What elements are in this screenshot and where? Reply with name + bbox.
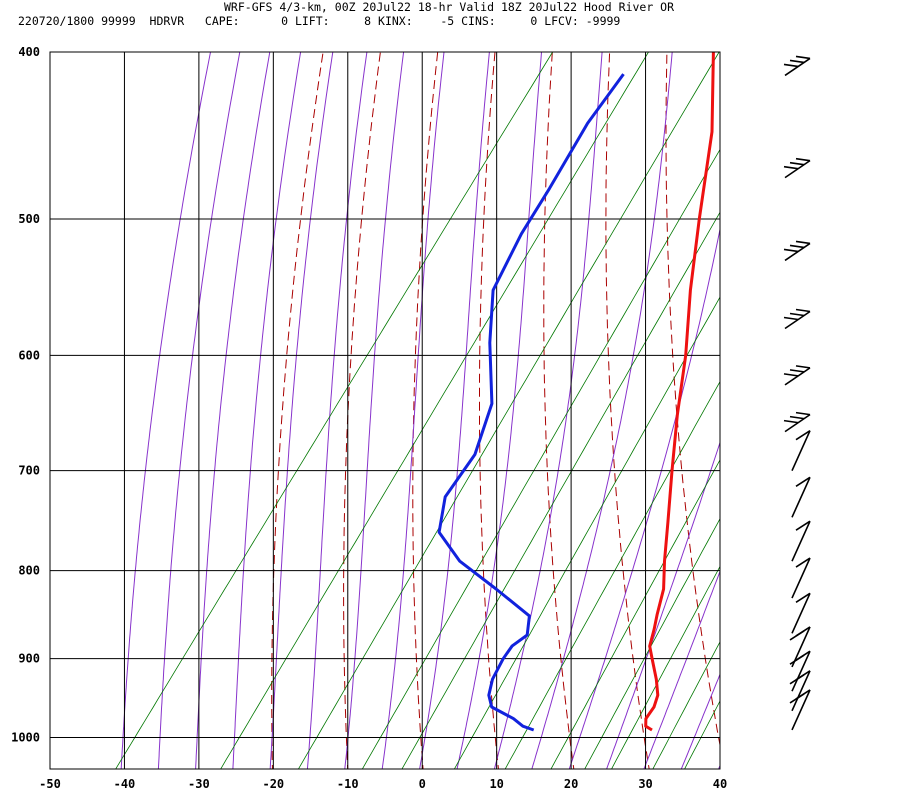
dry-adiabat <box>837 14 900 774</box>
plot-frame <box>49 51 721 770</box>
x-tick-label: 30 <box>638 777 652 791</box>
moist-adiabat <box>344 52 405 769</box>
sounding-indices-line: 220720/1800 99999 HDRVR CAPE: 0 LIFT: 8 … <box>18 14 621 28</box>
mixing-ratio-line <box>361 148 720 769</box>
moist-adiabat <box>269 52 334 769</box>
y-tick-label: 700 <box>18 464 40 478</box>
moist-adiabat <box>643 569 720 769</box>
mixing-ratio-line <box>652 641 720 769</box>
wind-barb <box>789 670 811 712</box>
y-tick-label: 500 <box>18 212 40 226</box>
moist-adiabat <box>419 52 490 769</box>
moist-adiabat <box>531 52 673 769</box>
wind-barb <box>783 157 811 179</box>
x-tick-label: -40 <box>114 777 136 791</box>
moist-adiabat <box>306 52 368 769</box>
dry-adiabat <box>412 52 439 769</box>
moist-adiabat <box>718 764 720 769</box>
wind-barb <box>791 557 811 599</box>
y-tick-label: 800 <box>18 564 40 578</box>
dry-adiabat <box>271 52 324 769</box>
moist-adiabat <box>120 52 212 769</box>
moist-adiabat <box>680 673 720 769</box>
dry-adiabat <box>343 52 381 769</box>
y-tick-label: 400 <box>18 45 40 59</box>
x-tick-label: -10 <box>337 777 359 791</box>
mixing-ratio-line <box>584 517 720 769</box>
mixing-ratio-line <box>297 52 720 769</box>
x-tick-label: -50 <box>39 777 61 791</box>
y-tick-label: 600 <box>18 348 40 362</box>
wind-barb <box>783 365 811 386</box>
wind-barb <box>791 429 811 471</box>
wind-barb <box>783 411 811 433</box>
wind-barb <box>791 592 811 634</box>
x-tick-label: -30 <box>188 777 210 791</box>
x-tick-label: 20 <box>564 777 578 791</box>
dewpoint-profile <box>437 73 625 732</box>
wind-barb <box>791 476 811 518</box>
dry-adiabat <box>724 14 801 774</box>
temperature-profile <box>644 52 715 732</box>
x-tick-label: 0 <box>419 777 426 791</box>
wind-barb <box>791 520 811 562</box>
mixing-ratio-line <box>115 52 554 769</box>
wind-barb <box>789 650 811 692</box>
moist-adiabat <box>381 52 445 769</box>
moist-adiabat <box>195 52 271 769</box>
x-tick-label: 10 <box>489 777 503 791</box>
moist-adiabat <box>232 52 302 769</box>
moist-adiabat <box>606 440 720 769</box>
y-tick-label: 1000 <box>11 731 40 745</box>
mixing-ratio-line <box>504 380 720 769</box>
mixing-ratio-line <box>611 565 720 769</box>
dry-adiabat <box>543 52 575 769</box>
x-tick-label: -20 <box>262 777 284 791</box>
mixing-ratio-line <box>550 459 720 769</box>
dry-adiabat <box>605 52 650 769</box>
chart-title: WRF-GFS 4/3-km, 00Z 20Jul22 18-hr Valid … <box>224 0 675 14</box>
mixing-ratio-line <box>453 296 720 769</box>
moist-adiabat <box>493 52 603 769</box>
wind-barb <box>783 240 811 262</box>
mixing-ratio-line <box>684 700 720 769</box>
moist-adiabat <box>157 52 241 769</box>
moist-adiabat <box>456 52 543 769</box>
mixing-ratio-line <box>220 52 649 769</box>
dry-adiabat <box>665 52 720 748</box>
wind-barb <box>783 308 811 330</box>
moist-adiabat <box>568 226 720 769</box>
x-tick-label: 40 <box>713 777 727 791</box>
y-tick-label: 900 <box>18 652 40 666</box>
mixing-ratio-line <box>401 211 720 769</box>
wind-barb <box>783 55 811 77</box>
wind-barb <box>789 689 811 731</box>
dry-adiabat <box>894 14 900 774</box>
